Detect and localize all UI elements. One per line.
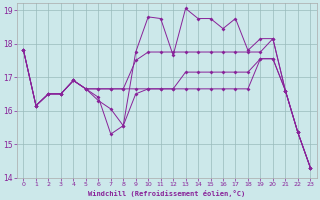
X-axis label: Windchill (Refroidissement éolien,°C): Windchill (Refroidissement éolien,°C) (88, 190, 245, 197)
